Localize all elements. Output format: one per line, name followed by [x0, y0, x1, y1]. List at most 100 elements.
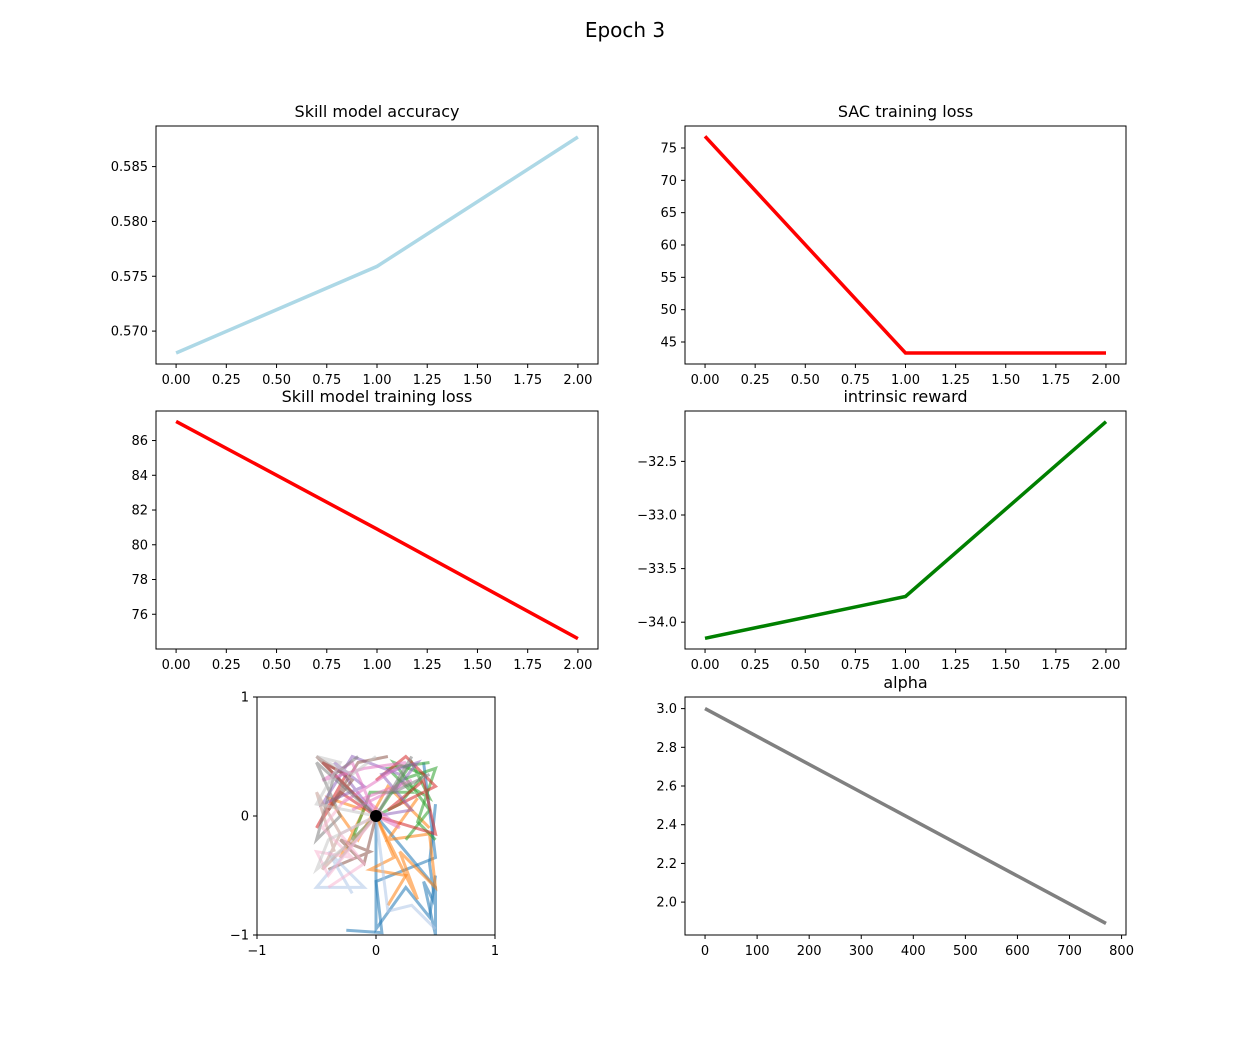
x-tick-label: 0.25: [741, 373, 770, 388]
y-tick-label: 2.8: [656, 741, 677, 756]
trajectory-line: [365, 815, 409, 907]
axes-frame: [684, 410, 1127, 650]
series-line: [703, 135, 1106, 355]
x-tick-label: 0.75: [841, 373, 870, 388]
x-tick-label: 0.50: [791, 658, 820, 673]
start-point-marker: [370, 810, 382, 822]
y-tick-label: 76: [131, 608, 148, 623]
x-tick-label: 1.25: [413, 373, 442, 388]
x-tick-label: 1.75: [513, 658, 542, 673]
trajectory-line: [374, 815, 437, 931]
y-tick-label: 0.570: [111, 325, 148, 340]
y-tick-label: 55: [660, 271, 677, 286]
x-tick-label: 1.25: [941, 658, 970, 673]
x-tick-label: 1.50: [463, 658, 492, 673]
y-tick-label: 2.6: [656, 780, 677, 795]
subplot-6: alpha 0 100 200 300 400 500 600 700 800 2.0 2.2 2.4 2…: [656, 673, 1134, 959]
x-tick-label: 2.00: [1091, 658, 1120, 673]
y-tick-label: 3.0: [656, 702, 677, 717]
series-line: [704, 707, 1107, 925]
subplot-title: alpha: [883, 673, 927, 692]
x-tick-label: 0.25: [212, 658, 241, 673]
trajectory-line: [374, 797, 438, 900]
subplot-4: intrinsic reward 0.00 0.25 0.50 0.75 1.00 1.25…: [637, 387, 1127, 673]
trajectory-line: [313, 814, 377, 875]
x-tick-label: 1.50: [463, 373, 492, 388]
x-tick-label: 0.50: [262, 373, 291, 388]
x-tick-label: 200: [797, 944, 822, 959]
y-tick-label: 1: [241, 691, 249, 706]
y-tick-label: 2.0: [656, 896, 677, 911]
trajectory-line: [374, 755, 431, 817]
series-line: [175, 419, 579, 641]
x-tick-label: 0.75: [312, 373, 341, 388]
trajectory-line: [375, 754, 439, 837]
x-tick-label: −1: [247, 944, 266, 959]
x-tick-label: 1: [491, 944, 499, 959]
x-tick-label: 2.00: [563, 373, 592, 388]
x-tick-label: 1.50: [991, 373, 1020, 388]
subplot-title: intrinsic reward: [843, 387, 967, 406]
plot-area: [704, 707, 1107, 925]
subplot-5: −1 0 1 −1 0 1: [230, 691, 499, 960]
subplot-1: Skill model accuracy 0.00 0.25 0.50 0.75 1.00…: [111, 102, 599, 388]
x-tick-label: 300: [849, 944, 874, 959]
y-tick-label: 0: [241, 810, 249, 825]
axes-frame: [684, 696, 1127, 936]
y-tick-label: 78: [131, 573, 148, 588]
x-tick-label: 500: [953, 944, 978, 959]
y-tick-label: −34.0: [637, 616, 677, 631]
x-tick-label: 0.00: [162, 373, 191, 388]
subplot-2: SAC training loss 0.00 0.25 0.50 0.75 1.00 1.2…: [660, 102, 1127, 388]
trajectory-line: [327, 815, 378, 871]
x-tick-label: 1.75: [1041, 658, 1070, 673]
y-tick-label: 84: [131, 469, 148, 484]
x-tick-label: 1.00: [363, 658, 392, 673]
plot-area: [703, 135, 1106, 355]
subplots: Skill model accuracy 0.00 0.25 0.50 0.75 1.00…: [111, 102, 1134, 959]
y-tick-label: 82: [131, 504, 148, 519]
trajectory-line: [314, 755, 377, 818]
x-tick-label: 100: [745, 944, 770, 959]
subplot-title: Skill model accuracy: [295, 102, 460, 121]
plot-area: [175, 135, 579, 355]
x-tick-label: 2.00: [563, 658, 592, 673]
x-tick-label: 0.00: [691, 373, 720, 388]
x-tick-label: 800: [1109, 944, 1134, 959]
y-tick-label: 65: [660, 206, 677, 221]
x-tick-label: 0: [701, 944, 709, 959]
y-tick-label: 60: [660, 239, 677, 254]
subplot-3: Skill model training loss 0.00 0.25 0.50 0.7…: [131, 387, 599, 673]
series-line: [704, 420, 1108, 641]
x-tick-label: 1.50: [991, 658, 1020, 673]
y-tick-label: 2.4: [656, 818, 677, 833]
y-tick-label: −33.0: [637, 508, 677, 523]
x-tick-label: 1.00: [891, 373, 920, 388]
x-tick-label: 0.00: [162, 658, 191, 673]
y-tick-label: −33.5: [637, 562, 677, 577]
y-tick-label: 45: [660, 336, 677, 351]
axes-frame: [155, 125, 599, 365]
y-tick-label: 86: [131, 434, 148, 449]
x-tick-label: 0.75: [312, 658, 341, 673]
x-tick-label: 0.25: [212, 373, 241, 388]
y-tick-label: 70: [660, 174, 677, 189]
trajectory-line: [375, 759, 422, 818]
x-tick-label: 0.00: [691, 658, 720, 673]
y-tick-label: 0.585: [111, 160, 148, 175]
y-tick-label: −32.5: [637, 455, 677, 470]
x-tick-label: 0.25: [741, 658, 770, 673]
plot-area: [704, 420, 1108, 641]
x-tick-label: 700: [1057, 944, 1082, 959]
x-tick-label: 0: [372, 944, 380, 959]
plot-area: [313, 754, 439, 935]
series-line: [175, 135, 579, 355]
y-tick-label: 80: [131, 538, 148, 553]
x-tick-label: 400: [901, 944, 926, 959]
x-tick-label: 0.75: [841, 658, 870, 673]
y-tick-label: 75: [660, 141, 677, 156]
y-tick-label: 2.2: [656, 857, 677, 872]
x-tick-label: 1.75: [1041, 373, 1070, 388]
x-tick-label: 1.00: [891, 658, 920, 673]
